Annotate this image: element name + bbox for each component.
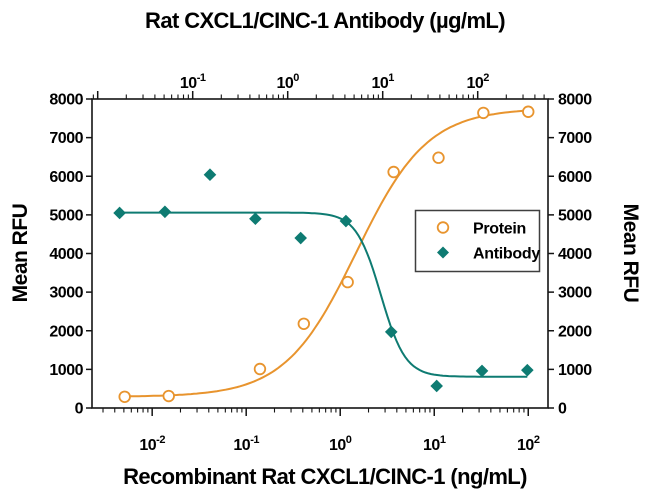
bottom-tick-label: 101 [423,434,446,454]
y-tick-label-left: 3000 [49,285,83,302]
protein-point [432,151,445,164]
protein-point [387,165,400,179]
legend-protein-label: Protein [473,221,526,238]
y-tick-label-right: 6000 [558,169,592,186]
y-tick-label-left: 2000 [49,323,83,340]
y-tick-label-left: 8000 [49,92,83,109]
y-tick-label-right: 0 [558,401,567,418]
bottom-tick-label: 102 [517,434,540,454]
antibody-point [430,379,443,393]
legend-antibody-label: Antibody [473,246,540,263]
y-tick-label-right: 4000 [558,246,592,263]
antibody-point [475,364,489,378]
antibody-point [249,212,262,226]
antibody-point [158,205,172,219]
antibody-point [384,325,398,339]
protein-fit-curve [124,109,529,398]
protein-point [477,106,490,120]
y-tick-label-left: 4000 [49,246,83,263]
y-tick-label-right: 3000 [558,285,592,302]
fit-curves [119,109,529,398]
y-tick-label-right: 1000 [558,362,592,379]
protein-point [118,390,131,403]
bottom-tick-label: 10-1 [233,434,259,454]
antibody-point [203,168,217,182]
protein-point [297,317,311,330]
antibody-fit-curve [119,211,528,378]
y-tick-label-left: 6000 [49,169,83,186]
bottom-tick-label: 100 [329,434,352,454]
y-tick-label-left: 0 [75,401,84,418]
legend-protein-marker-icon [436,221,450,234]
antibody-point [294,231,307,245]
protein-point [253,362,267,376]
protein-point [522,105,535,118]
antibody-point [339,214,353,228]
top-tick-label: 101 [371,72,394,92]
top-axis-title: Rat CXCL1/CINC-1 Antibody (µg/mL) [145,8,506,33]
y-tick-label-left: 1000 [49,362,83,379]
legend-box [414,209,541,273]
bottom-axis-title: Recombinant Rat CXCL1/CINC-1 (ng/mL) [123,464,527,489]
y-tick-label-left: 5000 [49,207,83,224]
bottom-tick-label: 10-2 [139,434,165,454]
antibody-point [113,206,126,220]
top-tick-label: 10-1 [180,72,206,92]
legend: Protein Antibody [414,209,541,273]
y-tick-label-right: 2000 [558,323,592,340]
top-tick-label: 102 [466,72,489,92]
data-points [113,105,535,403]
protein-point [341,275,354,289]
y-tick-label-right: 7000 [558,130,592,147]
antibody-point [521,363,534,377]
y-tick-label-right: 8000 [558,92,592,109]
plot-frame [91,98,549,409]
y-tick-label-left: 7000 [49,130,83,147]
axis-tick-labels: 0 0 1000 1000 2000 2000 3000 3000 4000 4000 5000 50… [49,72,592,454]
legend-antibody-marker-icon [437,246,449,259]
protein-point [162,389,175,403]
y-tick-label-right: 5000 [558,207,592,224]
top-tick-label: 100 [276,72,299,92]
